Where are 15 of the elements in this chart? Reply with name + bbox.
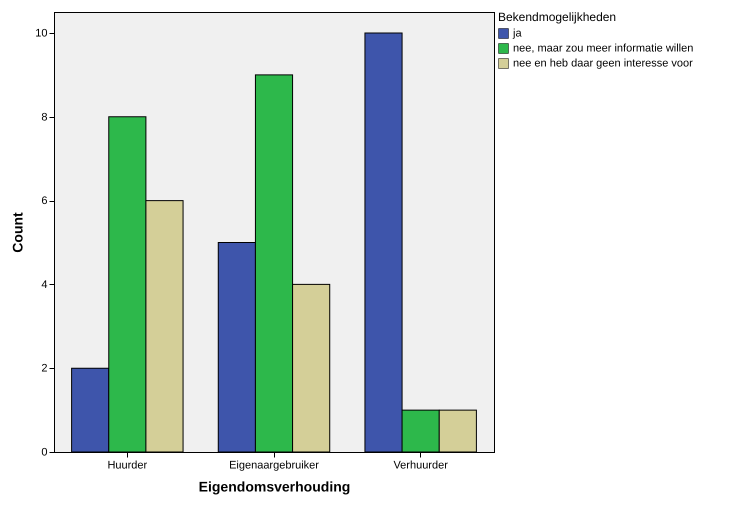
y-tick-label: 6 [41,195,48,208]
x-tick-label: Verhuurder [393,460,448,472]
legend-title: Bekendmogelijkheden [498,10,616,24]
x-tick-label: Huurder [107,460,148,472]
legend-label: ja [512,28,522,40]
y-tick-label: 10 [35,27,48,40]
y-tick-label: 0 [41,446,48,458]
y-tick-label: 2 [41,362,48,375]
y-tick-label: 4 [41,278,48,291]
x-axis-title: Eigendomsverhouding [198,478,350,494]
y-tick-label: 8 [41,111,48,124]
y-axis-title: Count [9,212,26,253]
legend-label: nee, maar zou meer informatie willen [513,42,694,54]
legend-label: nee en heb daar geen interesse voor [513,58,694,70]
x-tick-label: Eigenaargebruiker [229,460,320,472]
